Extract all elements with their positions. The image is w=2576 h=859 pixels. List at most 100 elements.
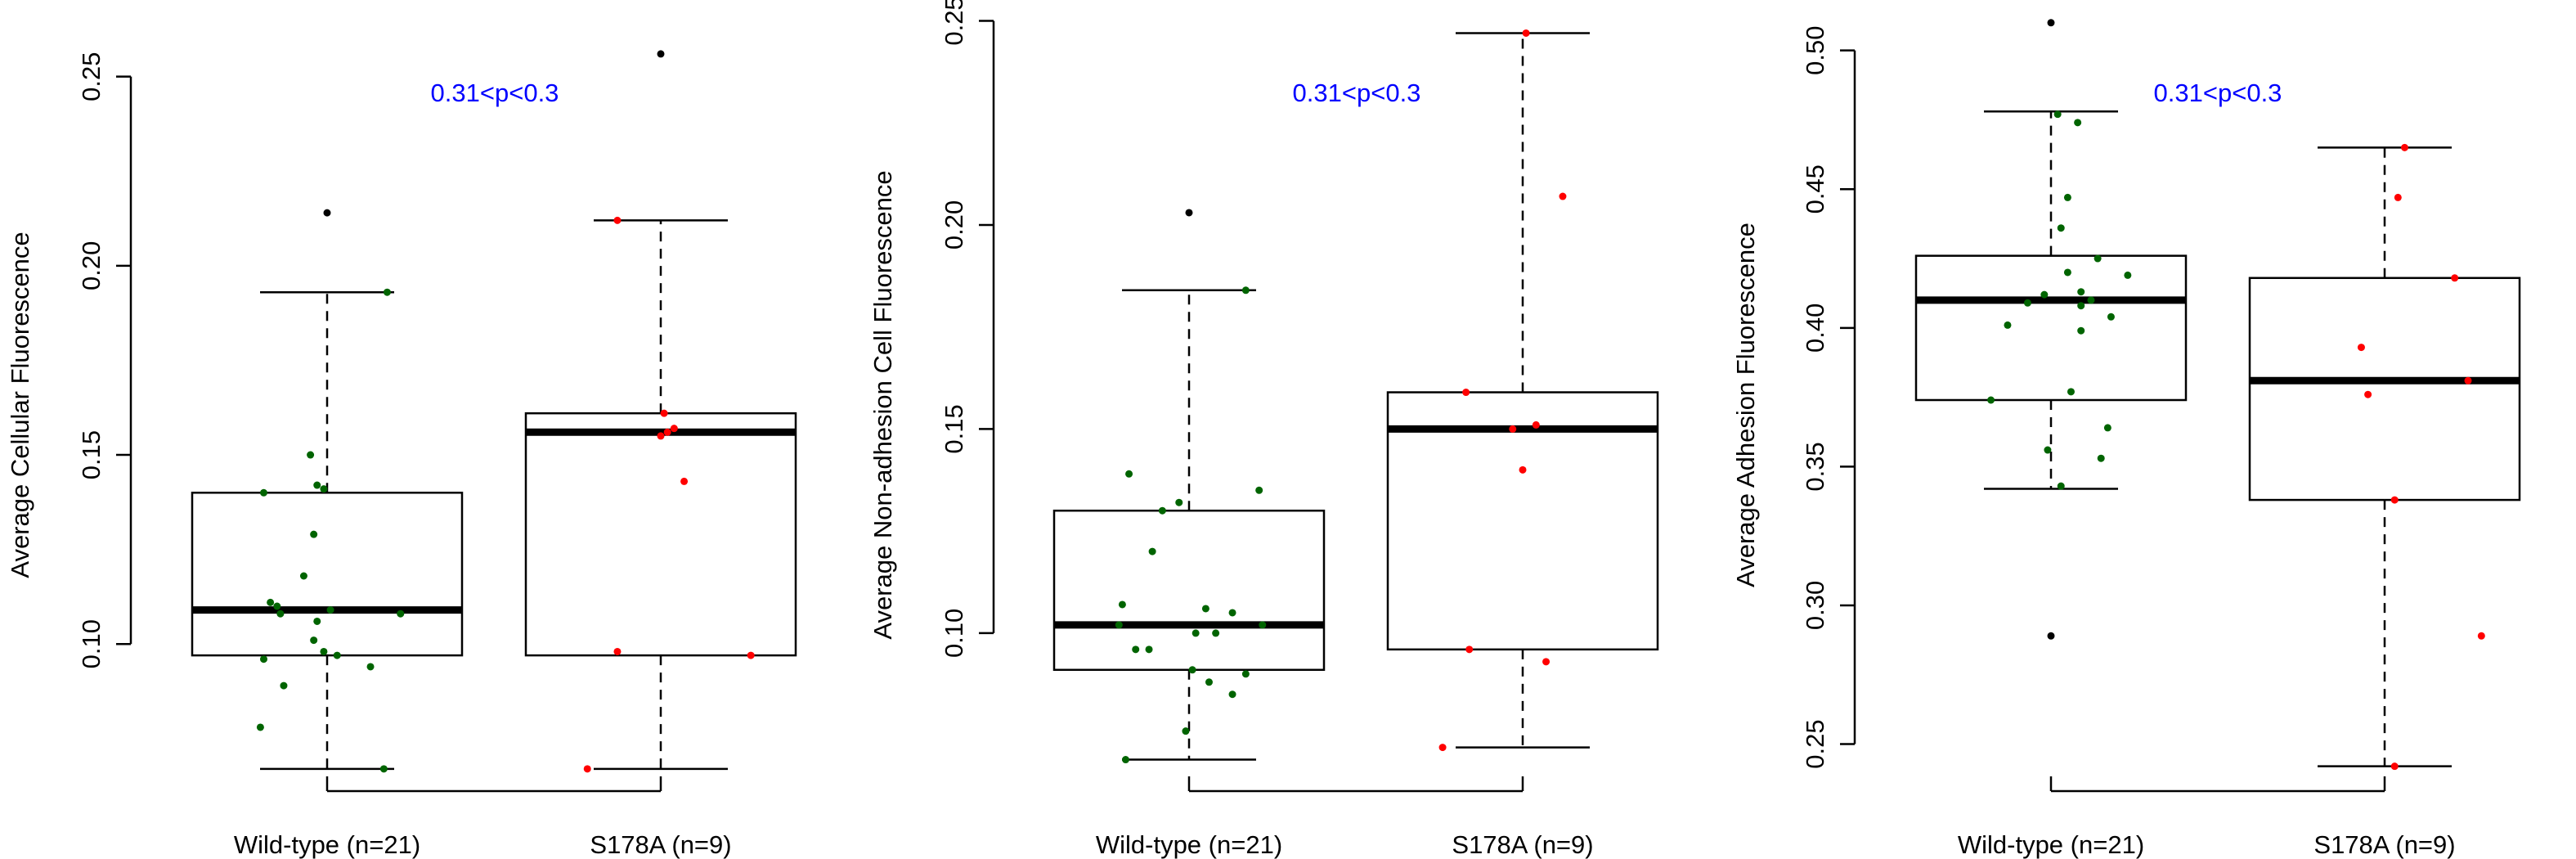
data-point bbox=[1175, 498, 1183, 506]
panel-2-y-tick-label: 0.15 bbox=[940, 404, 968, 453]
data-point bbox=[383, 288, 391, 296]
data-point bbox=[2057, 482, 2065, 490]
panel-2-x-axis bbox=[1187, 776, 1524, 793]
data-point bbox=[1438, 744, 1447, 752]
data-point bbox=[313, 617, 321, 625]
panel-2-category-label-wild-type: Wild-type (n=21) bbox=[1096, 830, 1282, 859]
data-point bbox=[1259, 621, 1267, 629]
data-point bbox=[1201, 605, 1209, 613]
data-point bbox=[1522, 29, 1530, 37]
panel-1-y-tick-label: 0.15 bbox=[77, 430, 105, 479]
data-point bbox=[2087, 296, 2095, 304]
panel-1-y-tick-label: 0.10 bbox=[77, 619, 105, 668]
data-point bbox=[2074, 119, 2082, 127]
data-point bbox=[613, 647, 622, 655]
panel-non-adhesion-fluorescence: Average Non-adhesion Cell Fluorescence 0… bbox=[868, 0, 1659, 859]
panel-1-x-axis bbox=[325, 776, 662, 793]
data-point bbox=[1987, 396, 1995, 404]
panel-3-category-label-wild-type: Wild-type (n=21) bbox=[1958, 830, 2144, 859]
outlier-point bbox=[2047, 632, 2055, 640]
data-point bbox=[670, 425, 678, 433]
panel-3-points-wild-type bbox=[1987, 110, 2132, 490]
data-point bbox=[379, 765, 388, 773]
data-point bbox=[1228, 609, 1236, 617]
data-point bbox=[276, 609, 285, 618]
data-point bbox=[1132, 645, 1140, 654]
panel-2-p-value-annotation: 0.31<p<0.3 bbox=[1293, 79, 1421, 107]
interquartile-box bbox=[1386, 391, 1659, 651]
panel-3-box-wild-type bbox=[1914, 19, 2188, 640]
data-point bbox=[2053, 110, 2062, 119]
panel-3-y-tick-label: 0.25 bbox=[1801, 719, 1829, 768]
data-point bbox=[1121, 756, 1129, 764]
data-point bbox=[280, 681, 288, 690]
outlier-point bbox=[1185, 209, 1193, 217]
data-point bbox=[2067, 388, 2075, 396]
panel-2-box-s178a bbox=[1386, 32, 1659, 749]
data-point bbox=[1519, 465, 1527, 474]
data-point bbox=[1241, 670, 1250, 678]
data-point bbox=[2394, 193, 2402, 201]
data-point bbox=[1465, 645, 1474, 654]
data-point bbox=[657, 432, 665, 440]
panel-3-y-tick-label: 0.30 bbox=[1801, 581, 1829, 630]
data-point bbox=[299, 572, 307, 580]
data-point bbox=[2004, 321, 2012, 329]
data-point bbox=[326, 606, 334, 614]
panel-3-points-s178a bbox=[2357, 143, 2485, 771]
data-point bbox=[307, 451, 315, 459]
data-point bbox=[310, 636, 318, 645]
data-point bbox=[2040, 290, 2049, 299]
data-point bbox=[1188, 666, 1196, 674]
data-point bbox=[1118, 600, 1126, 609]
panel-1-ylabel: Average Cellular Fluorescence bbox=[6, 232, 34, 578]
data-point bbox=[613, 216, 622, 224]
data-point bbox=[1125, 470, 1133, 478]
panel-3-ylabel: Average Adhesion Fluorescence bbox=[1731, 223, 1760, 587]
data-point bbox=[320, 485, 328, 493]
panel-3-y-tick-label: 0.50 bbox=[1801, 26, 1829, 75]
outlier-point bbox=[657, 50, 665, 58]
data-point bbox=[2103, 424, 2112, 432]
data-point bbox=[259, 488, 267, 497]
outlier-point bbox=[323, 209, 331, 217]
data-point bbox=[680, 477, 689, 485]
data-point bbox=[310, 530, 318, 538]
data-point bbox=[2063, 268, 2071, 277]
data-point bbox=[1115, 621, 1123, 629]
data-point bbox=[2451, 274, 2459, 282]
data-point bbox=[2097, 454, 2105, 462]
data-point bbox=[1205, 678, 1213, 686]
data-point bbox=[1228, 690, 1236, 699]
data-point bbox=[2357, 344, 2365, 352]
panel-2-y-tick-label: 0.20 bbox=[940, 200, 968, 250]
panel-2-y-tick-label: 0.10 bbox=[940, 609, 968, 658]
data-point bbox=[2390, 496, 2399, 504]
panel-2-y-tick-label: 0.25 bbox=[940, 0, 968, 46]
panel-1-y-tick-label: 0.20 bbox=[77, 241, 105, 290]
data-point bbox=[397, 609, 405, 618]
data-point bbox=[2077, 288, 2085, 296]
panel-2-category-label-s178a: S178A (n=9) bbox=[1452, 830, 1593, 859]
data-point bbox=[1559, 192, 1567, 200]
data-point bbox=[1241, 286, 1250, 295]
panel-3-y-ticks: 0.25 0.30 0.35 0.40 0.45 0.50 bbox=[1801, 26, 1856, 769]
data-point bbox=[256, 723, 264, 731]
panel-2-points-s178a bbox=[1438, 29, 1567, 752]
panel-3-y-tick-label: 0.35 bbox=[1801, 442, 1829, 491]
panel-3-x-axis bbox=[2049, 776, 2386, 793]
panel-cellular-fluorescence: Average Cellular Fluorescence 0.31<p<0.3… bbox=[6, 50, 797, 859]
data-point bbox=[1542, 658, 1551, 666]
panel-1-p-value-annotation: 0.31<p<0.3 bbox=[431, 79, 559, 107]
panel-2-y-ticks: 0.10 0.15 0.20 0.25 bbox=[940, 0, 995, 658]
data-point bbox=[313, 481, 321, 489]
data-point bbox=[1255, 486, 1263, 494]
data-point bbox=[2400, 143, 2408, 151]
panel-3-y-tick-label: 0.40 bbox=[1801, 304, 1829, 353]
panel-1-points-s178a bbox=[583, 216, 755, 773]
panel-1-y-tick-label: 0.25 bbox=[77, 52, 105, 101]
data-point bbox=[1182, 727, 1190, 735]
data-point bbox=[2364, 390, 2372, 398]
